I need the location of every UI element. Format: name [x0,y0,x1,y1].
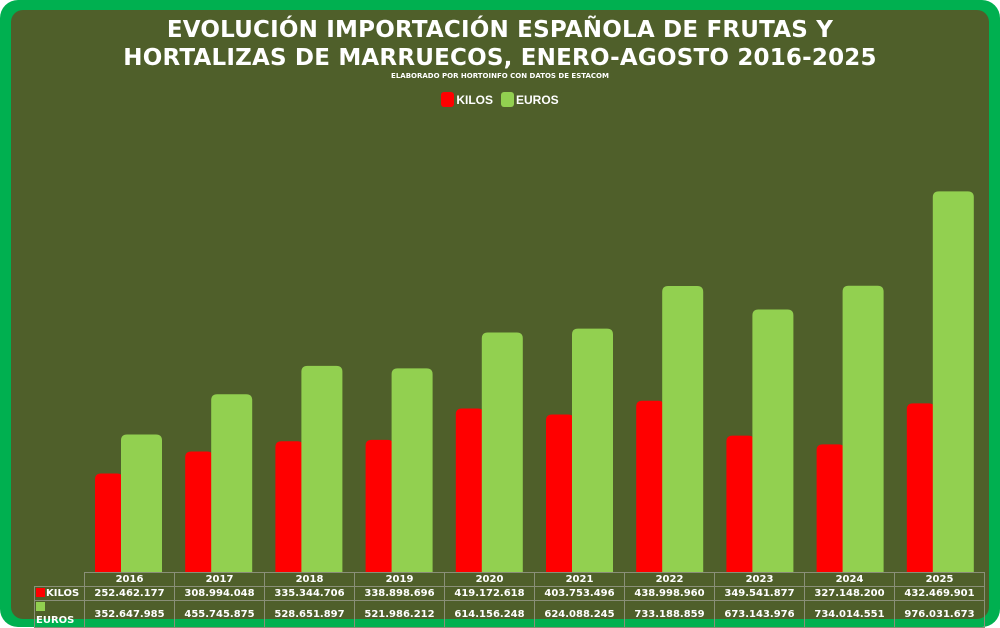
table-row-label-euros: EUROS [34,600,85,628]
bar-kilos-2022 [636,400,665,572]
table-value-euros: 734.014.551 [804,600,895,628]
table-swatch-kilos [36,588,45,597]
table-row-kilos: KILOS 252.462.177 308.994.048 335.344.706 3… [34,586,985,601]
bar-euros-2019 [391,368,433,572]
bar-euros-2018 [301,365,343,572]
table-value-euros: 733.188.859 [624,600,715,628]
table-year-header: 2019 [354,572,445,587]
table-value-euros: 352.647.985 [84,600,175,628]
bar-kilos-2016 [95,473,123,572]
legend-item-euros: EUROS [500,92,559,107]
bar-kilos-2025 [906,403,935,572]
table-value-kilos: 252.462.177 [84,586,175,601]
bar-euros-2022 [662,286,704,572]
table-label-euros: EUROS [36,615,75,626]
table-row-label-kilos: KILOS [34,586,85,601]
table-row-euros: EUROS 352.647.985 455.745.875 528.651.897 5… [34,600,985,628]
bar-euros-2021 [572,328,613,572]
bar-euros-2020 [481,332,523,572]
legend-item-kilos: KILOS [441,92,493,107]
bar-euros-2016 [121,434,162,572]
table-corner [34,572,85,587]
bar-kilos-2021 [546,414,574,572]
bar-euros-2024 [842,285,884,572]
table-year-header: 2020 [444,572,535,587]
table-year-header: 2016 [84,572,175,587]
table-value-euros: 673.143.976 [714,600,805,628]
legend-label-kilos: KILOS [456,92,493,107]
table-value-kilos: 432.469.901 [894,586,985,601]
bar-kilos-2018 [275,441,304,572]
chart-title-line-2: HORTALIZAS DE MARRUECOS, ENERO-AGOSTO 20… [123,45,877,71]
table-header-row: 2016 2017 2018 2019 2020 2021 2022 2023 2024 2025 [34,572,985,587]
table-value-euros: 624.088.245 [534,600,625,628]
table-value-kilos: 403.753.496 [534,586,625,601]
bar-kilos-2019 [365,439,394,572]
legend-swatch-kilos [441,92,455,107]
chart-title-line-1: EVOLUCIÓN IMPORTACIÓN ESPAÑOLA DE FRUTAS… [166,17,834,43]
table-value-euros: 521.986.212 [354,600,445,628]
table-value-kilos: 335.344.706 [264,586,355,601]
table-year-header: 2024 [804,572,895,587]
table-value-kilos: 308.994.048 [174,586,265,601]
chart-subtitle: ELABORADO POR HORTOINFO CON DATOS DE EST… [391,72,609,80]
table-year-header: 2018 [264,572,355,587]
table-year-header: 2021 [534,572,625,587]
bar-kilos-2024 [816,444,845,572]
table-year-header: 2025 [894,572,985,587]
table-value-euros: 614.156.248 [444,600,535,628]
bar-kilos-2020 [455,408,484,572]
legend: KILOS EUROS [0,92,1000,107]
table-value-kilos: 349.541.877 [714,586,805,601]
data-table: 2016 2017 2018 2019 2020 2021 2022 2023 2024 2025… [34,572,985,628]
bar-euros-2023 [752,309,794,572]
bar-euros-2025 [932,191,974,572]
table-value-euros: 976.031.673 [894,600,985,628]
table-value-kilos: 419.172.618 [444,586,535,601]
table-year-header: 2017 [174,572,265,587]
table-label-kilos: KILOS [46,588,80,599]
table-value-euros: 455.745.875 [174,600,265,628]
legend-swatch-euros [500,92,514,107]
table-swatch-euros [36,602,45,611]
table-year-header: 2023 [714,572,805,587]
bar-kilos-2017 [185,451,214,572]
table-value-kilos: 338.898.696 [354,586,445,601]
table-year-header: 2022 [624,572,715,587]
legend-label-euros: EUROS [515,92,559,107]
bar-euros-2017 [211,394,253,572]
table-value-kilos: 327.148.200 [804,586,895,601]
bar-kilos-2023 [726,435,755,572]
table-value-euros: 528.651.897 [264,600,355,628]
table-value-kilos: 438.998.960 [624,586,715,601]
